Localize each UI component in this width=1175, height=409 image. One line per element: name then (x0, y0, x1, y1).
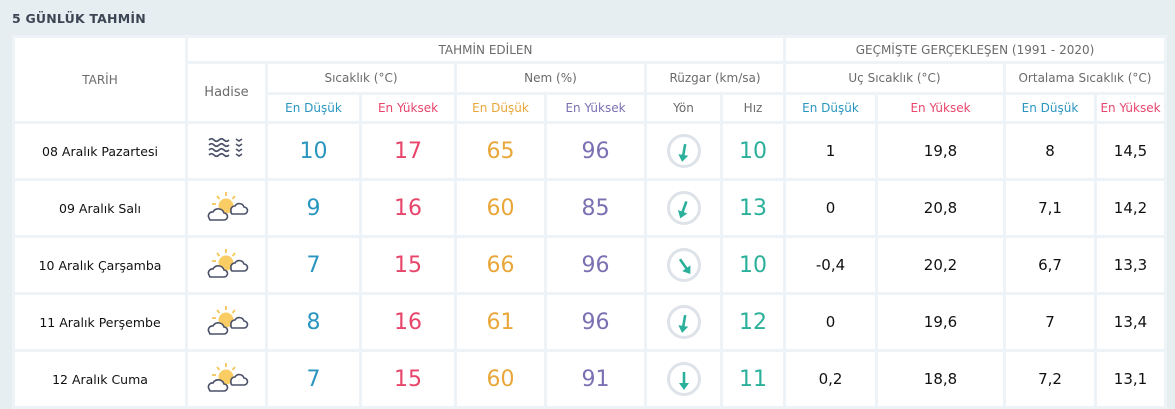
average-high-cell: 14,2 (1097, 181, 1164, 235)
partly-cloudy-icon (205, 305, 249, 339)
humidity-low-cell: 61 (457, 295, 544, 349)
date-cell: 08 Aralık Pazartesi (15, 124, 185, 178)
event-cell (188, 295, 265, 349)
humidity-low-cell: 65 (457, 124, 544, 178)
temp-high-cell: 16 (362, 295, 454, 349)
page-title: 5 GÜNLÜK TAHMİN (12, 11, 146, 26)
extreme-high-cell: 18,8 (878, 352, 1003, 406)
extreme-low-cell: 0 (786, 295, 875, 349)
extreme-low-cell: 1 (786, 124, 875, 178)
header-temp-high: En Yüksek (362, 95, 454, 121)
average-low-cell: 7 (1006, 295, 1094, 349)
date-cell: 12 Aralık Cuma (15, 352, 185, 406)
header-average-high: En Yüksek (1097, 95, 1164, 121)
average-high-cell: 13,1 (1097, 352, 1164, 406)
header-humidity: Nem (%) (457, 64, 644, 92)
table-row: 12 Aralık Cuma 7 15 60 91 11 0,2 18,8 7,2 13,1 (15, 352, 1164, 406)
wind-speed-cell: 13 (723, 181, 783, 235)
header-extreme-low: En Düşük (786, 95, 875, 121)
temp-high-cell: 17 (362, 124, 454, 178)
average-low-cell: 8 (1006, 124, 1094, 178)
humidity-high-cell: 96 (547, 295, 644, 349)
header-wind-speed: Hız (723, 95, 783, 121)
wind-direction-arrow-icon (666, 134, 701, 168)
header-event: Hadise (188, 64, 265, 121)
table-row: 11 Aralık Perşembe 8 16 61 96 12 0 19,6 7 13,4 (15, 295, 1164, 349)
header-wind-direction: Yön (647, 95, 720, 121)
header-average-low: En Düşük (1006, 95, 1094, 121)
date-cell: 09 Aralık Salı (15, 181, 185, 235)
wind-direction-cell (647, 295, 720, 349)
average-high-cell: 14,5 (1097, 124, 1164, 178)
temp-high-cell: 16 (362, 181, 454, 235)
temp-low-cell: 8 (268, 295, 359, 349)
extreme-high-cell: 19,8 (878, 124, 1003, 178)
temp-high-cell: 15 (362, 352, 454, 406)
extreme-low-cell: 0 (786, 181, 875, 235)
temp-low-cell: 7 (268, 238, 359, 292)
extreme-high-cell: 20,2 (878, 238, 1003, 292)
humidity-low-cell: 66 (457, 238, 544, 292)
table-row: 10 Aralık Çarşamba 7 15 66 96 10 -0,4 20,2 6,7 13… (15, 238, 1164, 292)
event-cell (188, 124, 265, 178)
temp-high-cell: 15 (362, 238, 454, 292)
table-row: 09 Aralık Salı 9 16 60 85 13 0 20,8 7,1 14,2 (15, 181, 1164, 235)
wind-direction-arrow-icon (666, 191, 701, 225)
header-date: TARİH (15, 38, 185, 121)
average-low-cell: 7,2 (1006, 352, 1094, 406)
humidity-low-cell: 60 (457, 181, 544, 235)
wind-direction-cell (647, 181, 720, 235)
wind-direction-cell (647, 124, 720, 178)
humidity-high-cell: 96 (547, 124, 644, 178)
header-history: GEÇMİŞTE GERÇEKLEŞEN (1991 - 2020) (786, 38, 1164, 61)
wind-speed-cell: 10 (723, 124, 783, 178)
header-average-temp: Ortalama Sıcaklık (°C) (1006, 64, 1164, 92)
wind-speed-cell: 11 (723, 352, 783, 406)
wind-speed-cell: 10 (723, 238, 783, 292)
event-cell (188, 352, 265, 406)
header-wind: Rüzgar (km/sa) (647, 64, 783, 92)
fog-icon (207, 136, 247, 166)
partly-cloudy-icon (205, 248, 249, 282)
humidity-high-cell: 91 (547, 352, 644, 406)
header-extreme-temp: Uç Sıcaklık (°C) (786, 64, 1003, 92)
wind-direction-cell (647, 352, 720, 406)
event-cell (188, 238, 265, 292)
temp-low-cell: 9 (268, 181, 359, 235)
forecast-table: TARİH TAHMİN EDİLEN GEÇMİŞTE GERÇEKLEŞEN… (12, 35, 1167, 409)
extreme-low-cell: -0,4 (786, 238, 875, 292)
wind-direction-arrow-icon (666, 305, 701, 339)
partly-cloudy-icon (205, 362, 249, 396)
header-extreme-high: En Yüksek (878, 95, 1003, 121)
wind-direction-cell (647, 238, 720, 292)
extreme-high-cell: 20,8 (878, 181, 1003, 235)
extreme-low-cell: 0,2 (786, 352, 875, 406)
humidity-low-cell: 60 (457, 352, 544, 406)
event-cell (188, 181, 265, 235)
average-low-cell: 6,7 (1006, 238, 1094, 292)
humidity-high-cell: 96 (547, 238, 644, 292)
wind-direction-arrow-icon (666, 248, 701, 282)
average-high-cell: 13,4 (1097, 295, 1164, 349)
temp-low-cell: 10 (268, 124, 359, 178)
wind-direction-arrow-icon (666, 362, 701, 396)
average-high-cell: 13,3 (1097, 238, 1164, 292)
partly-cloudy-icon (205, 191, 249, 225)
header-humidity-low: En Düşük (457, 95, 544, 121)
date-cell: 11 Aralık Perşembe (15, 295, 185, 349)
average-low-cell: 7,1 (1006, 181, 1094, 235)
header-temperature: Sıcaklık (°C) (268, 64, 454, 92)
table-row: 08 Aralık Pazartesi 10 17 65 96 10 1 19,8 8 14,5 (15, 124, 1164, 178)
humidity-high-cell: 85 (547, 181, 644, 235)
wind-speed-cell: 12 (723, 295, 783, 349)
temp-low-cell: 7 (268, 352, 359, 406)
date-cell: 10 Aralık Çarşamba (15, 238, 185, 292)
extreme-high-cell: 19,6 (878, 295, 1003, 349)
header-forecast: TAHMİN EDİLEN (188, 38, 783, 61)
header-temp-low: En Düşük (268, 95, 359, 121)
header-humidity-high: En Yüksek (547, 95, 644, 121)
